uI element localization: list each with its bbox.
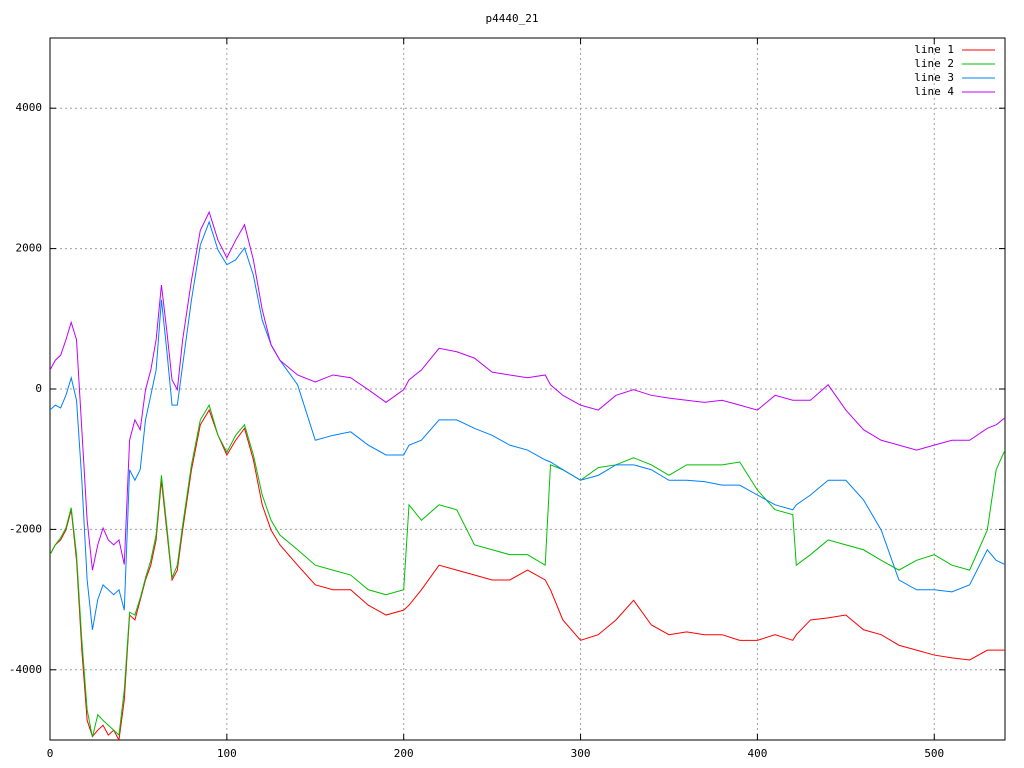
data-line (50, 220, 1005, 630)
legend-label: line 2 (914, 57, 954, 70)
y-tick-label: 0 (35, 382, 42, 395)
x-tick-label: 500 (924, 747, 944, 760)
chart-title: p4440_21 (486, 12, 539, 25)
legend-label: line 1 (914, 43, 954, 56)
x-tick-label: 400 (747, 747, 767, 760)
y-tick-label: -2000 (9, 522, 42, 535)
plot-frame (49, 37, 1006, 741)
plot-area (50, 210, 1005, 740)
x-tick-label: 100 (217, 747, 237, 760)
data-line (50, 403, 1005, 738)
y-tick-label: -4000 (9, 663, 42, 676)
legend-label: line 3 (914, 71, 954, 84)
data-line (50, 408, 1005, 740)
y-tick-label: 2000 (16, 242, 43, 255)
data-line (50, 210, 1005, 571)
x-tick-label: 300 (571, 747, 591, 760)
x-tick-label: 200 (394, 747, 414, 760)
legend-label: line 4 (914, 85, 954, 98)
x-tick-label: 0 (47, 747, 54, 760)
y-tick-label: 4000 (16, 101, 43, 114)
